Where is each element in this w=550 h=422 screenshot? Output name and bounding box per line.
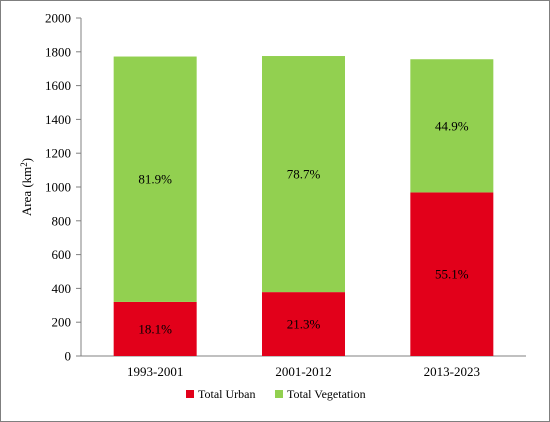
y-tick-label: 600 xyxy=(52,247,72,262)
legend-item-urban: Total Urban xyxy=(186,387,255,401)
x-tick-label: 2001-2012 xyxy=(275,364,331,379)
data-label-total-vegetation: 81.9% xyxy=(138,172,172,187)
segment-labels: 18.1% 81.9% 21.3% 78.7% 55.1% 44.9% xyxy=(138,118,468,336)
bar-segment-total-vegetation xyxy=(410,59,494,193)
bar-segment-total-urban xyxy=(410,192,494,356)
bar-2001-2012 xyxy=(262,56,345,356)
bar-segment-total-urban xyxy=(113,301,197,356)
bars xyxy=(113,56,494,356)
data-label-total-urban: 55.1% xyxy=(435,267,469,282)
y-axis-title-base: Area (km xyxy=(19,167,34,216)
y-axis-title-tail: ) xyxy=(19,158,34,162)
bar-segment-total-urban xyxy=(262,292,345,356)
y-tick-label: 400 xyxy=(52,281,72,296)
data-label-total-urban: 21.3% xyxy=(287,317,321,332)
data-label-total-vegetation: 78.7% xyxy=(287,167,321,182)
y-tick-label: 200 xyxy=(52,315,72,330)
y-tick-label: 1400 xyxy=(45,112,71,127)
bar-segment-total-vegetation xyxy=(113,56,197,302)
y-tick-label: 0 xyxy=(65,349,72,364)
x-tick-label: 1993-2001 xyxy=(127,364,183,379)
y-axis-title: Area (km2) xyxy=(19,158,34,216)
y-ticks: 0 200 400 600 800 1000 1200 1400 1600 1800 2000 xyxy=(45,11,81,364)
y-tick-label: 1200 xyxy=(45,146,71,161)
y-tick-label: 2000 xyxy=(45,11,71,26)
bar-2013-2023 xyxy=(410,59,494,356)
y-tick-label: 800 xyxy=(52,213,72,228)
data-label-total-vegetation: 44.9% xyxy=(435,118,469,133)
legend: Total Urban Total Vegetation xyxy=(186,387,366,401)
legend-label-urban: Total Urban xyxy=(198,387,255,401)
data-label-total-urban: 18.1% xyxy=(138,321,172,336)
bar-segment-total-vegetation xyxy=(262,56,345,293)
bar-1993-2001 xyxy=(113,56,197,356)
y-tick-label: 1600 xyxy=(45,78,71,93)
x-tick-label: 2013-2023 xyxy=(424,364,480,379)
y-tick-label: 1000 xyxy=(45,180,71,195)
y-axis-title-sup: 2 xyxy=(19,162,29,167)
legend-swatch-vegetation xyxy=(275,390,283,398)
legend-label-vegetation: Total Vegetation xyxy=(287,387,366,401)
legend-swatch-urban xyxy=(186,390,194,398)
y-tick-label: 1800 xyxy=(45,44,71,59)
x-ticks: 1993-2001 2001-2012 2013-2023 xyxy=(127,364,480,379)
legend-item-vegetation: Total Vegetation xyxy=(275,387,366,401)
